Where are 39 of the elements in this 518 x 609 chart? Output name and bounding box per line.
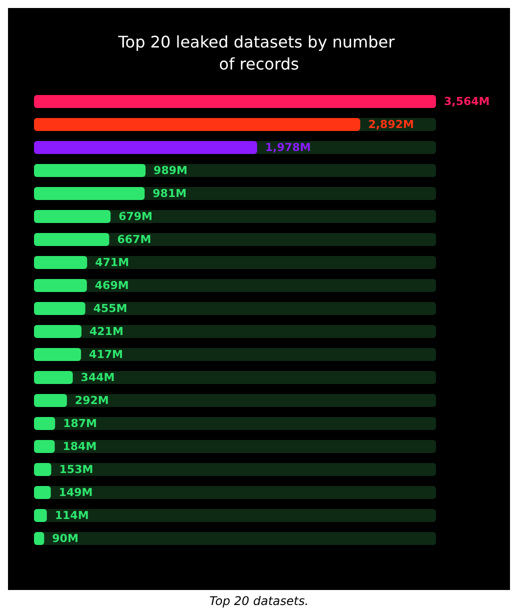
bar [34,509,47,522]
data-label: 417M [89,348,123,361]
bar [34,417,56,430]
data-label: 981M [152,187,187,200]
bar [34,210,111,223]
data-label: 989M [154,164,188,177]
text: Top 20 datasets. [208,594,310,608]
bar [34,463,52,476]
bar [34,348,82,361]
bar [34,371,73,384]
data-label: 114M [54,509,89,522]
bar [34,279,87,292]
data-label: 153M [59,463,94,476]
bar [34,440,55,453]
bar [34,532,44,545]
data-label: 471M [95,256,130,269]
data-label: 2,892M [368,118,414,131]
bar [34,256,88,269]
data-label: 667M [117,233,152,246]
data-label: 187M [63,417,98,430]
data-label: 90M [52,532,78,545]
bar [34,187,145,200]
data-label: 421M [89,325,124,338]
data-label: 292M [74,394,109,407]
data-label: 679M [118,210,153,223]
data-label: 344M [80,371,115,384]
bar [34,486,51,499]
bar [34,233,110,246]
data-label: 149M [58,486,93,499]
data-label: 3,564M [444,95,490,108]
bar [34,164,146,177]
data-label: 455M [93,302,128,315]
chart-title: Top 20 leaked datasets by number of records [117,32,400,74]
bar [34,325,82,338]
data-label: 469M [94,279,129,292]
bar [34,302,86,315]
bar [34,394,67,407]
data-label: 1,978M [265,141,311,154]
data-label: 184M [62,440,97,453]
